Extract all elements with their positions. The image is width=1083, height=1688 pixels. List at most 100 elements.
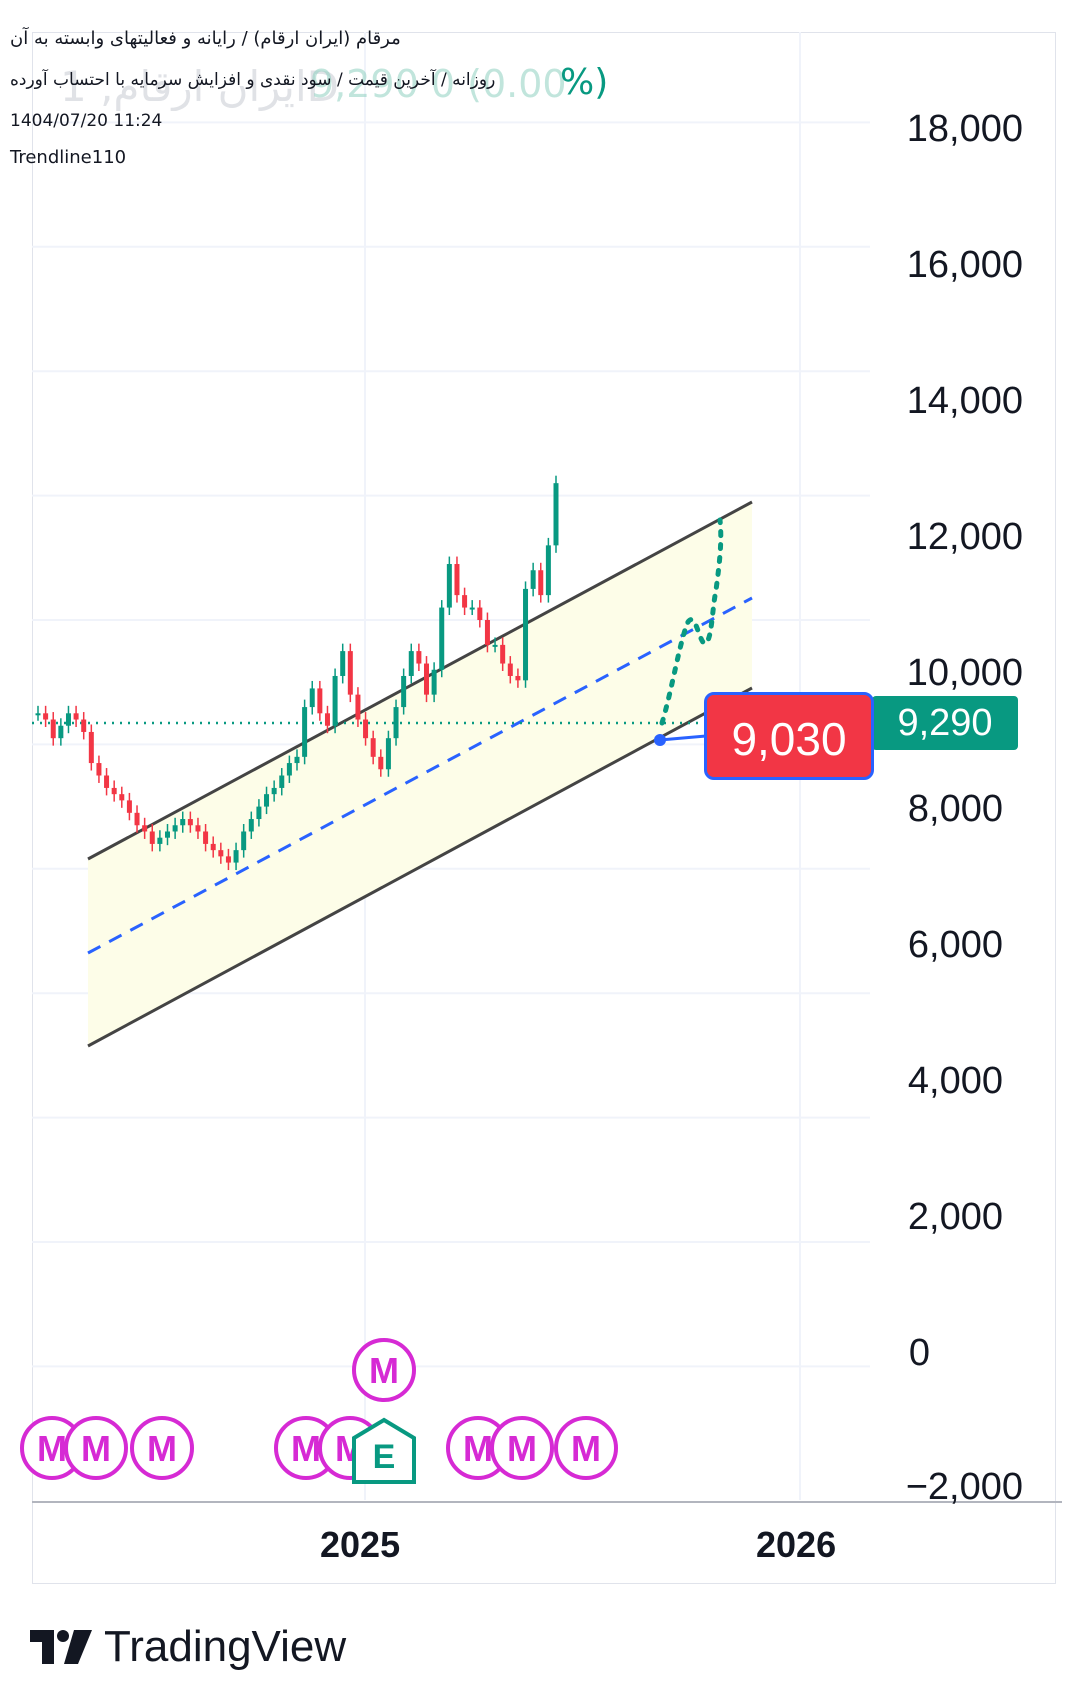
candle-body (233, 850, 239, 863)
marker-label: M (463, 1428, 493, 1469)
candle-body (187, 819, 193, 826)
candle-body (96, 763, 102, 776)
candle-body (416, 651, 422, 664)
candle-body (340, 651, 346, 676)
candle-body (81, 719, 87, 732)
event-markers: M M M M MMM M ME (20, 1338, 618, 1484)
candle-body (477, 607, 483, 620)
y-tick-label: 14,000 (906, 380, 1023, 422)
candle-body (111, 787, 117, 795)
candle-body (35, 713, 41, 716)
candle-body (126, 800, 132, 813)
y-tick-label: 12,000 (906, 516, 1023, 558)
candle-body (347, 651, 353, 695)
candle-body (317, 688, 323, 714)
study-name[interactable]: Trendline110 (10, 147, 127, 168)
candle-body (408, 651, 414, 676)
marker-circle (490, 1416, 554, 1480)
candle-body (218, 850, 224, 857)
candle-body (401, 675, 407, 708)
candle-body (469, 607, 475, 610)
candle-body (439, 607, 445, 670)
candle-body (332, 675, 338, 726)
x-tick-label: 2025 (320, 1524, 401, 1565)
candle-body (424, 663, 429, 695)
callout-connector (659, 734, 707, 742)
marker-label: M (291, 1428, 321, 1469)
x-tick-label: 2026 (756, 1524, 837, 1565)
candle-body (73, 713, 79, 720)
candle-body (385, 738, 391, 770)
candle-body (545, 545, 551, 596)
channel-mid-line (87, 596, 753, 955)
candle-body (65, 713, 71, 726)
candle-body (134, 812, 140, 826)
earnings-m-marker: M (20, 1416, 84, 1480)
candle-body (50, 719, 56, 739)
candle-body (454, 564, 460, 596)
candle-body (203, 831, 209, 844)
candle-body (507, 663, 513, 676)
earnings-m-marker: M (64, 1416, 128, 1480)
marker-label: M (81, 1428, 111, 1469)
ghost-price-readout: 9,290 0 (0.00 (310, 62, 567, 106)
marker-label: M (369, 1350, 399, 1391)
ghost-symbol-name: ایران ارقام, 1D (60, 62, 340, 111)
candle-body (363, 719, 369, 739)
candle-body (530, 570, 536, 589)
y-tick-label: 4,000 (907, 1060, 1003, 1102)
candle-body (58, 725, 64, 739)
candle-body (492, 644, 498, 647)
candle-body (309, 688, 315, 708)
tradingview-logo-icon (30, 1630, 92, 1664)
earnings-m-marker: M (352, 1338, 416, 1402)
projection-path (659, 517, 724, 726)
candle-body (195, 825, 201, 832)
candle-body (378, 756, 384, 770)
candle-body (286, 763, 292, 776)
chart-frame (32, 32, 1056, 1584)
candle-body (324, 713, 330, 726)
y-tick-label: 16,000 (906, 244, 1023, 286)
candle-body (370, 738, 376, 757)
candle-body (172, 825, 178, 832)
marker-label: M (37, 1428, 67, 1469)
ghost-percent: %) (560, 62, 609, 103)
y-tick-label: −2,000 (905, 1466, 1023, 1508)
candle-body (553, 483, 559, 546)
candle-body (43, 713, 49, 720)
y-tick-label: 0 (908, 1332, 930, 1374)
candle-body (180, 819, 186, 826)
candle-body (157, 837, 163, 844)
candle-body (142, 825, 148, 832)
channel-fill (88, 502, 752, 1046)
marker-label: M (507, 1428, 537, 1469)
tradingview-logo[interactable]: TradingView (30, 1622, 346, 1672)
candle-body (279, 775, 285, 788)
candle-body (355, 694, 361, 720)
candle-body (241, 831, 247, 851)
earnings-e-marker: E (352, 1417, 416, 1484)
candle-body (515, 675, 521, 681)
y-tick-label: 8,000 (907, 788, 1003, 830)
symbol-title: مرقام (ایران ارقام) / رایانه و فعالیتهای… (10, 28, 401, 49)
candle-body (484, 620, 490, 645)
candle-body (500, 644, 506, 664)
candle-body (104, 775, 110, 788)
earnings-m-marker: M (490, 1416, 554, 1480)
price-callout[interactable]: 9,030 (704, 692, 874, 780)
candle-body (271, 787, 277, 795)
candle-body (294, 756, 300, 764)
candle-body (149, 831, 155, 844)
candle-body (225, 856, 231, 863)
marker-label: M (571, 1428, 601, 1469)
projection-anchor-point (654, 734, 666, 746)
candle-body (523, 588, 529, 681)
channel-lower-line (87, 686, 753, 1048)
chart-datetime: 1404/07/20 11:24 (10, 111, 163, 131)
candle-body (210, 843, 216, 851)
y-tick-label: 2,000 (907, 1196, 1003, 1238)
channel-upper-line (87, 500, 753, 861)
tradingview-wordmark: TradingView (104, 1622, 347, 1671)
candle-body (88, 731, 94, 764)
